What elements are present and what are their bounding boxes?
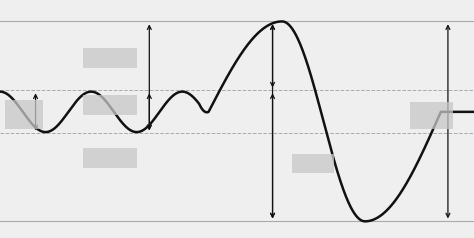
- FancyBboxPatch shape: [83, 48, 137, 68]
- FancyBboxPatch shape: [83, 95, 137, 115]
- FancyBboxPatch shape: [292, 154, 334, 173]
- FancyBboxPatch shape: [5, 100, 43, 129]
- FancyBboxPatch shape: [83, 148, 137, 168]
- FancyBboxPatch shape: [410, 102, 453, 129]
